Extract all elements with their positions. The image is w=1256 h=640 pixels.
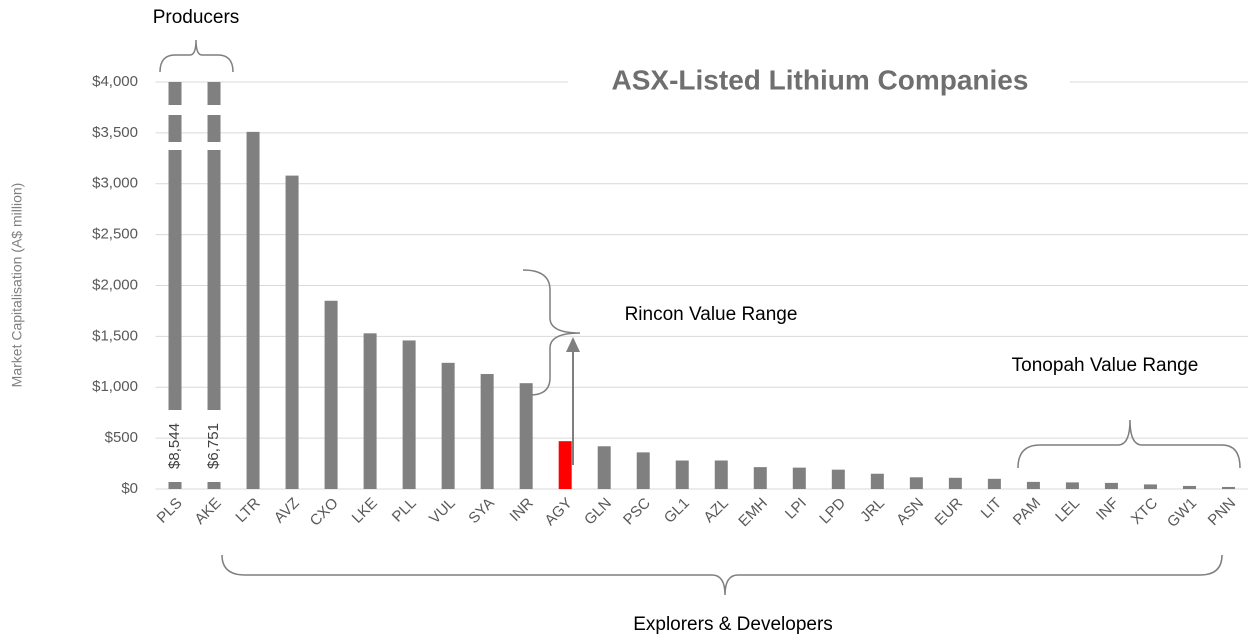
bar bbox=[519, 383, 533, 489]
x-tick-label: LPD bbox=[816, 495, 849, 528]
bar bbox=[480, 374, 494, 489]
y-tick-label: $1,000 bbox=[92, 378, 138, 395]
bar-segment bbox=[168, 115, 182, 142]
x-tick-label: LKE bbox=[349, 495, 381, 527]
bar bbox=[285, 175, 299, 490]
annotation: Explorers & Developers bbox=[633, 614, 833, 635]
grid bbox=[155, 81, 1248, 490]
x-tick-label: AZL bbox=[700, 495, 731, 526]
x-tick-label: PLL bbox=[389, 495, 420, 526]
bar bbox=[597, 446, 611, 489]
x-tick-label: JRL bbox=[857, 495, 888, 526]
x-tick-label: EMH bbox=[735, 495, 771, 531]
x-tick-label: AVZ bbox=[271, 495, 303, 527]
brace bbox=[221, 554, 1223, 596]
x-tick-label: GW1 bbox=[1164, 495, 1200, 531]
bar-segment bbox=[168, 150, 182, 410]
bar bbox=[207, 82, 221, 489]
bar-segment bbox=[168, 82, 182, 105]
bar-segment bbox=[207, 82, 221, 105]
value-label: $6,751 bbox=[205, 423, 222, 469]
y-axis-title: Market Capitalisation (A$ million) bbox=[9, 183, 25, 388]
x-tick-label: EUR bbox=[932, 494, 967, 529]
x-tick-label: PLS bbox=[154, 495, 186, 527]
bar bbox=[1026, 481, 1040, 489]
x-tick-label: GL1 bbox=[661, 495, 693, 527]
bar bbox=[324, 300, 338, 489]
brace bbox=[1017, 419, 1241, 469]
bar bbox=[714, 460, 728, 489]
x-tick-label: LIT bbox=[978, 495, 1005, 522]
x-tick-label: SYA bbox=[465, 495, 497, 527]
x-tick-label: LEL bbox=[1052, 495, 1083, 526]
x-tick-label: PAM bbox=[1010, 495, 1044, 529]
y-tick-label: $2,500 bbox=[92, 226, 138, 243]
title-bg bbox=[568, 66, 1070, 98]
bar bbox=[246, 131, 260, 490]
x-tick-label: LTR bbox=[232, 495, 263, 526]
bar bbox=[1104, 482, 1118, 489]
annotation: Producers bbox=[153, 7, 240, 28]
brace bbox=[522, 269, 581, 396]
y-tick-label: $4,000 bbox=[92, 73, 138, 90]
bar bbox=[1065, 482, 1079, 489]
brace bbox=[159, 39, 234, 73]
x-tick-label: INF bbox=[1093, 495, 1122, 524]
x-tick-label: PNN bbox=[1205, 495, 1239, 529]
arrow-head bbox=[566, 337, 580, 352]
x-tick-label: AKE bbox=[191, 495, 224, 528]
x-tick-label: AGY bbox=[541, 495, 575, 529]
bar bbox=[792, 467, 806, 489]
x-tick-label: LPI bbox=[782, 495, 810, 523]
bar bbox=[1221, 486, 1235, 489]
y-tick-label: $0 bbox=[121, 480, 138, 497]
bar bbox=[948, 477, 962, 489]
chart-title: ASX-Listed Lithium Companies bbox=[612, 64, 1029, 95]
bar bbox=[402, 340, 416, 489]
x-tick-label: GLN bbox=[581, 495, 615, 529]
bar-segment bbox=[168, 482, 182, 489]
bar bbox=[636, 452, 650, 489]
x-tick-label: CXO bbox=[307, 495, 342, 530]
bar-segment bbox=[207, 482, 221, 489]
bar bbox=[441, 362, 455, 489]
bar bbox=[870, 473, 884, 489]
bar bbox=[363, 333, 377, 489]
bar bbox=[558, 441, 572, 489]
bar bbox=[831, 469, 845, 489]
x-tick-label: VUL bbox=[426, 495, 459, 528]
value-label: $8,544 bbox=[166, 423, 183, 469]
x-tick-label: PSC bbox=[620, 494, 654, 528]
bar-segment bbox=[207, 150, 221, 410]
y-tick-label: $3,000 bbox=[92, 175, 138, 192]
y-tick-label: $500 bbox=[105, 429, 138, 446]
annotation: Tonopah Value Range bbox=[1012, 355, 1199, 376]
y-tick-label: $1,500 bbox=[92, 327, 138, 344]
bar bbox=[1143, 484, 1157, 489]
y-tick-label: $2,000 bbox=[92, 276, 138, 293]
annotation: Rincon Value Range bbox=[625, 304, 798, 325]
x-tick-label: INR bbox=[507, 495, 537, 525]
bar bbox=[753, 467, 767, 489]
bar bbox=[168, 82, 182, 489]
y-tick-label: $3,500 bbox=[92, 124, 138, 141]
x-tick-label: XTC bbox=[1128, 494, 1161, 527]
bar-segment bbox=[207, 115, 221, 142]
x-tick-label: ASN bbox=[893, 495, 927, 529]
bar bbox=[909, 477, 923, 489]
bar bbox=[675, 460, 689, 489]
bar bbox=[1182, 485, 1196, 489]
bar bbox=[987, 478, 1001, 489]
